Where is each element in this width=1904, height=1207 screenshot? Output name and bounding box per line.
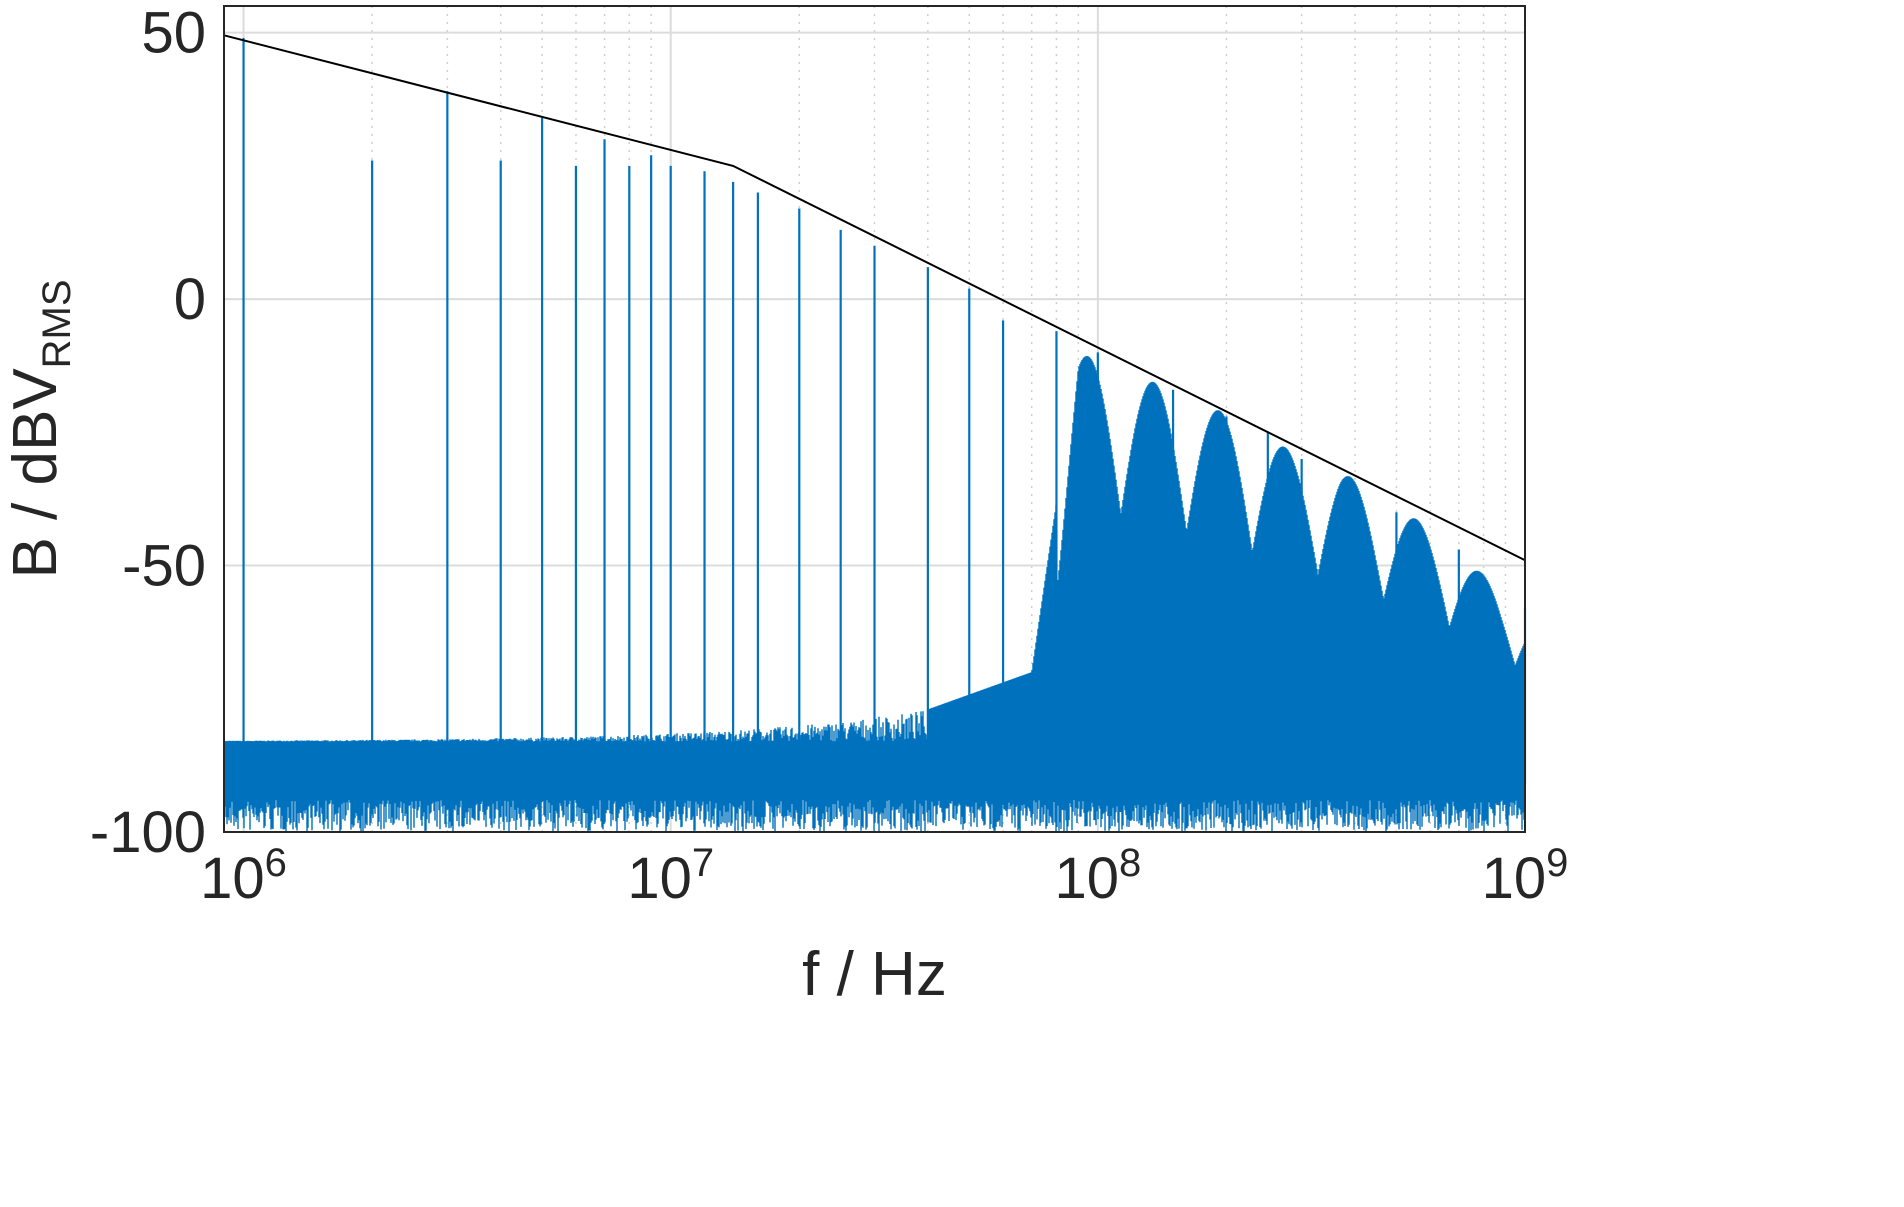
y-tick-label: -50 xyxy=(122,534,206,599)
x-tick-labels: 106 107 108 109 xyxy=(200,841,1568,911)
x-tick-label-base: 10 xyxy=(1054,846,1119,911)
x-tick-label-base: 10 xyxy=(627,846,692,911)
spectrum-harmonics xyxy=(242,37,1527,785)
x-tick-label-base: 10 xyxy=(1482,846,1547,911)
x-tick-label-exponent: 6 xyxy=(265,841,287,885)
x-tick-label: 106 xyxy=(200,841,287,911)
x-tick-label-base: 10 xyxy=(200,846,265,911)
x-tick-label-exponent: 8 xyxy=(1119,841,1141,885)
x-tick-label: 109 xyxy=(1482,841,1569,911)
y-axis-label: B / dBVRMS xyxy=(1,279,79,578)
plot-frame xyxy=(223,5,1526,833)
x-tick-label-exponent: 7 xyxy=(692,841,714,885)
x-tick-label-exponent: 9 xyxy=(1546,841,1568,885)
y-axis-label-base: B / dBV xyxy=(1,368,70,579)
y-tick-label: 0 xyxy=(174,267,206,332)
y-tick-label: -100 xyxy=(90,800,206,865)
x-tick-label: 107 xyxy=(627,841,714,911)
y-axis-label-subscript: RMS xyxy=(35,279,79,368)
y-tick-labels: 50 0 -50 -100 xyxy=(90,1,206,865)
x-axis-label: f / Hz xyxy=(802,940,947,1009)
limit-line-group xyxy=(223,34,1526,562)
x-tick-label: 108 xyxy=(1054,841,1141,911)
y-tick-label: 50 xyxy=(141,1,206,66)
limit-line xyxy=(223,34,1526,562)
